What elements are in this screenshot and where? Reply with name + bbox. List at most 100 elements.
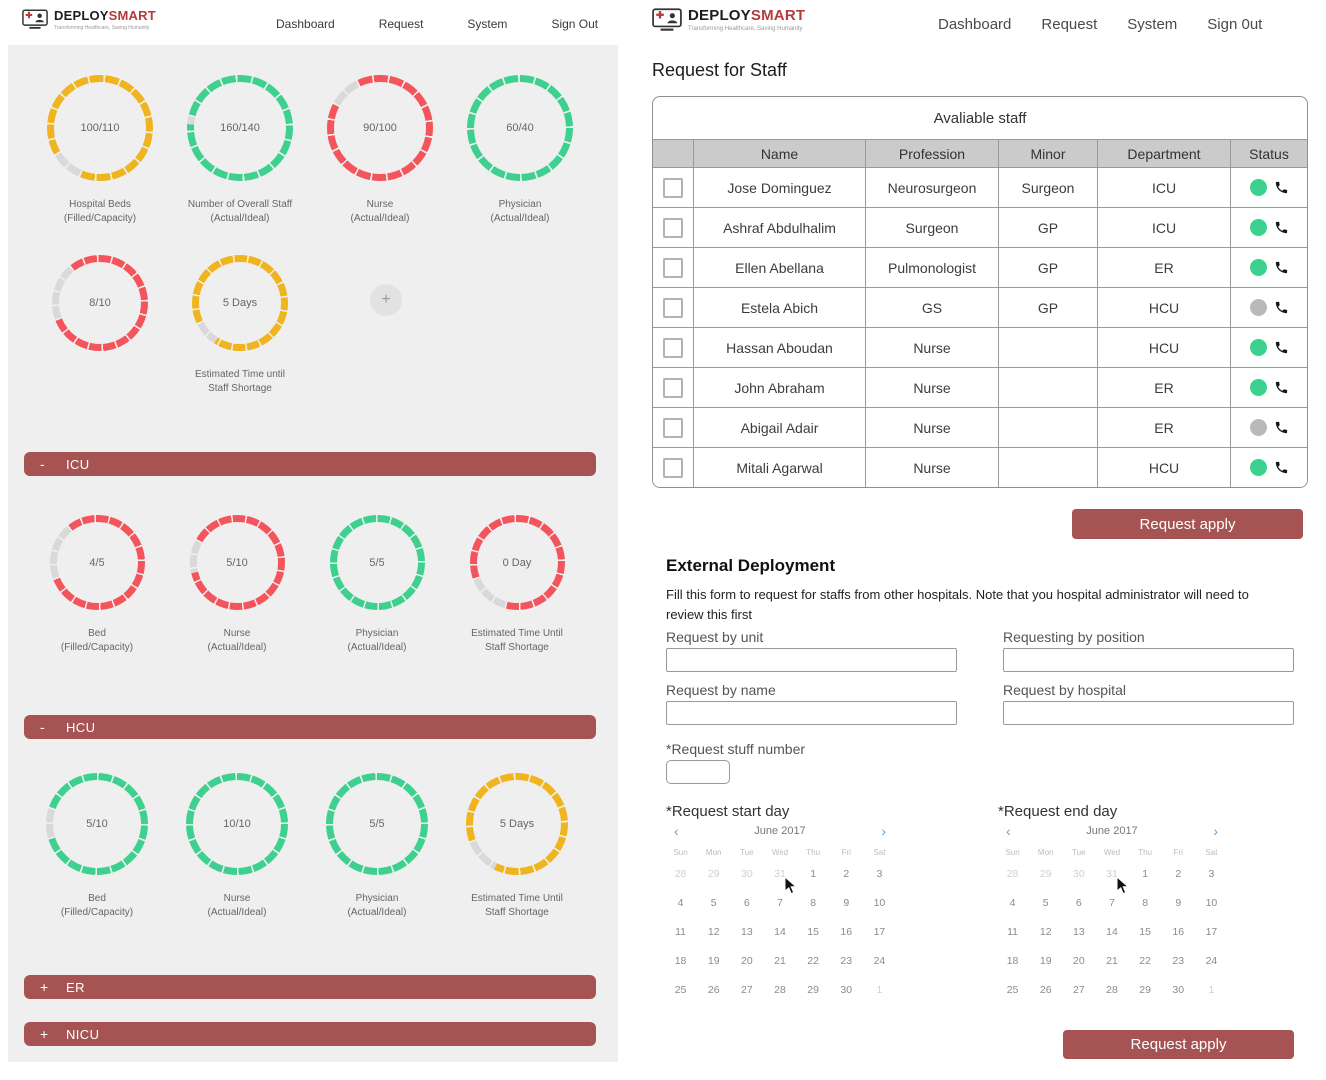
section-bar-hcu[interactable]: - HCU — [24, 715, 596, 739]
nav-request[interactable]: Request — [378, 17, 424, 31]
calendar-day[interactable]: 25 — [1006, 983, 1019, 996]
nav-system[interactable]: System — [467, 17, 508, 31]
nav-dashboard[interactable]: Dashboard — [938, 16, 1012, 33]
calendar-day[interactable]: 12 — [1039, 925, 1052, 938]
calendar-day[interactable]: 3 — [1208, 867, 1215, 880]
calendar-day[interactable]: 30 — [1073, 867, 1085, 880]
calendar-day[interactable]: 4 — [677, 896, 684, 909]
calendar-day[interactable]: 10 — [873, 896, 886, 909]
expand-icon[interactable]: + — [40, 979, 49, 995]
calendar-day[interactable]: 23 — [840, 954, 853, 967]
row-checkbox[interactable] — [663, 297, 683, 318]
calendar-day[interactable]: 6 — [1075, 896, 1082, 909]
row-checkbox[interactable] — [663, 217, 683, 238]
calendar-day[interactable]: 1 — [1142, 867, 1149, 880]
calendar-day[interactable]: 22 — [807, 954, 819, 967]
calendar-day[interactable]: 29 — [707, 867, 720, 880]
phone-icon[interactable] — [1274, 220, 1289, 235]
calendar-day[interactable]: 29 — [1039, 867, 1052, 880]
calendar-day[interactable]: 29 — [1139, 983, 1151, 996]
calendar-day[interactable]: 11 — [1007, 925, 1019, 938]
calendar-day[interactable]: 30 — [741, 867, 753, 880]
nav-request[interactable]: Request — [1041, 16, 1098, 33]
calendar-day[interactable]: 22 — [1139, 954, 1151, 967]
phone-icon[interactable] — [1274, 460, 1289, 475]
nav-system[interactable]: System — [1127, 16, 1178, 33]
calendar-day[interactable]: 28 — [1106, 983, 1118, 996]
calendar-day[interactable]: 19 — [707, 954, 720, 967]
expand-icon[interactable]: + — [40, 1026, 49, 1042]
phone-icon[interactable] — [1274, 180, 1289, 195]
chevron-right-icon[interactable]: › — [881, 823, 886, 839]
calendar-day[interactable]: 28 — [1006, 867, 1019, 880]
calendar-day[interactable]: 5 — [710, 896, 717, 909]
calendar-day[interactable]: 23 — [1172, 954, 1185, 967]
calendar-day[interactable]: 26 — [1039, 983, 1052, 996]
nav-sign-out[interactable]: Sign Out — [551, 17, 599, 31]
calendar-day[interactable]: 3 — [876, 867, 883, 880]
calendar-day[interactable]: 9 — [1175, 896, 1182, 909]
calendar-day[interactable]: 14 — [774, 925, 786, 938]
calendar-day[interactable]: 31 — [774, 867, 786, 880]
requesting-by-position-input[interactable] — [1003, 648, 1294, 672]
calendar-day[interactable]: 17 — [873, 925, 886, 938]
request-stuff-number-input[interactable] — [666, 760, 730, 784]
calendar-day[interactable]: 2 — [843, 867, 850, 880]
row-checkbox[interactable] — [663, 337, 683, 358]
calendar-day[interactable]: 6 — [743, 896, 750, 909]
section-bar-icu[interactable]: - ICU — [24, 452, 596, 476]
calendar-day[interactable]: 30 — [840, 983, 853, 996]
calendar-day[interactable]: 24 — [873, 954, 886, 967]
phone-icon[interactable] — [1274, 300, 1289, 315]
calendar-day[interactable]: 2 — [1175, 867, 1182, 880]
nav-sign-0ut[interactable]: Sign 0ut — [1207, 16, 1263, 33]
row-checkbox[interactable] — [663, 457, 683, 478]
calendar-day[interactable]: 11 — [675, 925, 687, 938]
calendar-day[interactable]: 21 — [774, 954, 786, 967]
chevron-left-icon[interactable]: ‹ — [1006, 823, 1011, 839]
calendar-day[interactable]: 7 — [777, 896, 783, 909]
calendar-day[interactable]: 29 — [807, 983, 819, 996]
calendar-day[interactable]: 13 — [741, 925, 753, 938]
calendar-day[interactable]: 16 — [1172, 925, 1185, 938]
calendar-day[interactable]: 14 — [1106, 925, 1118, 938]
request-by-name-input[interactable] — [666, 701, 957, 725]
collapse-icon[interactable]: - — [40, 719, 45, 735]
calendar-day[interactable]: 27 — [1073, 983, 1085, 996]
calendar-day[interactable]: 15 — [807, 925, 819, 938]
calendar-day[interactable]: 16 — [840, 925, 853, 938]
calendar-day[interactable]: 28 — [774, 983, 786, 996]
row-checkbox[interactable] — [663, 257, 683, 278]
calendar-day[interactable]: 24 — [1205, 954, 1218, 967]
row-checkbox[interactable] — [663, 177, 683, 198]
calendar-day[interactable]: 30 — [1172, 983, 1185, 996]
phone-icon[interactable] — [1274, 260, 1289, 275]
calendar-day[interactable]: 20 — [741, 954, 753, 967]
calendar-day[interactable]: 19 — [1039, 954, 1052, 967]
phone-icon[interactable] — [1274, 420, 1289, 435]
calendar-day[interactable]: 4 — [1009, 896, 1016, 909]
nav-dashboard[interactable]: Dashboard — [276, 17, 335, 31]
row-checkbox[interactable] — [663, 417, 683, 438]
request-by-unit-input[interactable] — [666, 648, 957, 672]
request-by-hospital-input[interactable] — [1003, 701, 1294, 725]
calendar-day[interactable]: 9 — [843, 896, 850, 909]
calendar-day[interactable]: 12 — [707, 925, 720, 938]
collapse-icon[interactable]: - — [40, 456, 45, 472]
calendar-day[interactable]: 31 — [1106, 867, 1118, 880]
request-apply-button[interactable]: Request apply — [1072, 509, 1303, 539]
calendar-day[interactable]: 27 — [741, 983, 753, 996]
calendar-day[interactable]: 20 — [1073, 954, 1085, 967]
calendar-day[interactable]: 18 — [674, 954, 687, 967]
chevron-left-icon[interactable]: ‹ — [674, 823, 679, 839]
calendar-day[interactable]: 18 — [1006, 954, 1019, 967]
calendar-day[interactable]: 17 — [1205, 925, 1218, 938]
phone-icon[interactable] — [1274, 340, 1289, 355]
calendar-day[interactable]: 15 — [1139, 925, 1151, 938]
add-gauge-button[interactable]: + — [370, 284, 402, 316]
calendar-day[interactable]: 1 — [1208, 983, 1215, 996]
phone-icon[interactable] — [1274, 380, 1289, 395]
calendar-day[interactable]: 10 — [1205, 896, 1218, 909]
section-bar-er[interactable]: + ER — [24, 975, 596, 999]
external-request-apply-button[interactable]: Request apply — [1063, 1030, 1294, 1059]
